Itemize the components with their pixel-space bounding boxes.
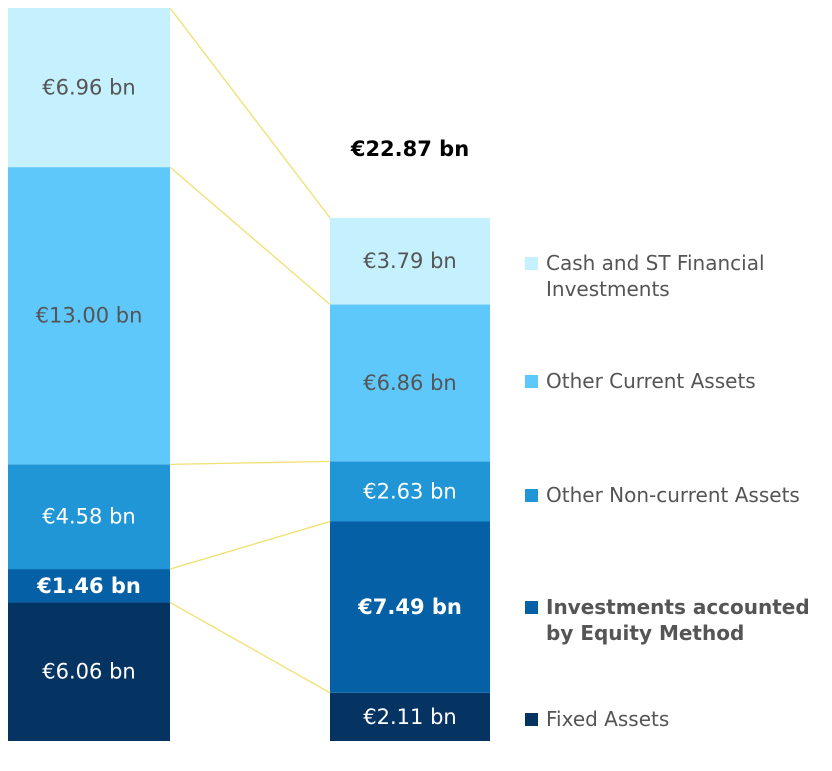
legend-entry: Other Current Assets	[525, 368, 825, 394]
value-label: €4.58 bn	[42, 505, 135, 529]
bar-segment	[8, 602, 170, 741]
bar-segment	[330, 692, 490, 741]
legend-entry: Other Non-current Assets	[525, 482, 825, 508]
value-label: €1.46 bn	[36, 574, 141, 598]
value-label: €7.49 bn	[357, 595, 462, 619]
bar-segment	[8, 167, 170, 465]
legend-swatch	[525, 601, 538, 614]
bar-segment	[8, 8, 170, 168]
bar-segment	[330, 521, 490, 693]
legend-entry: Cash and ST Financial Investments	[525, 250, 825, 302]
legend-label: Fixed Assets	[546, 707, 670, 731]
bar-segment	[8, 464, 170, 570]
total-label: €22.87 bn	[350, 137, 469, 161]
legend-label: Other Current Assets	[546, 369, 756, 393]
legend-label: Investments accounted by Equity Method	[546, 595, 810, 645]
legend-swatch	[525, 713, 538, 726]
value-label: €2.63 bn	[363, 479, 456, 503]
bar-segment	[330, 304, 490, 462]
legend-entry: Investments accounted by Equity Method	[525, 594, 825, 646]
legend-swatch	[525, 375, 538, 388]
connector	[169, 166, 331, 306]
legend-entry: Fixed Assets	[525, 706, 825, 732]
connector	[169, 520, 331, 570]
bar-segment	[330, 217, 490, 305]
connector	[169, 7, 331, 219]
legend-label: Other Non-current Assets	[546, 483, 800, 507]
connector	[169, 460, 331, 466]
value-label: €3.79 bn	[363, 249, 456, 273]
bar-segment	[330, 461, 490, 522]
bar-segment	[8, 569, 170, 603]
value-label: €2.11 bn	[363, 705, 456, 729]
legend-swatch	[525, 257, 538, 270]
value-label: €13.00 bn	[36, 304, 143, 328]
value-label: €6.96 bn	[42, 76, 135, 100]
value-label: €6.06 bn	[42, 660, 135, 684]
value-label: €6.86 bn	[363, 371, 456, 395]
connector	[169, 601, 331, 694]
legend-swatch	[525, 489, 538, 502]
legend-label: Cash and ST Financial Investments	[546, 251, 765, 301]
